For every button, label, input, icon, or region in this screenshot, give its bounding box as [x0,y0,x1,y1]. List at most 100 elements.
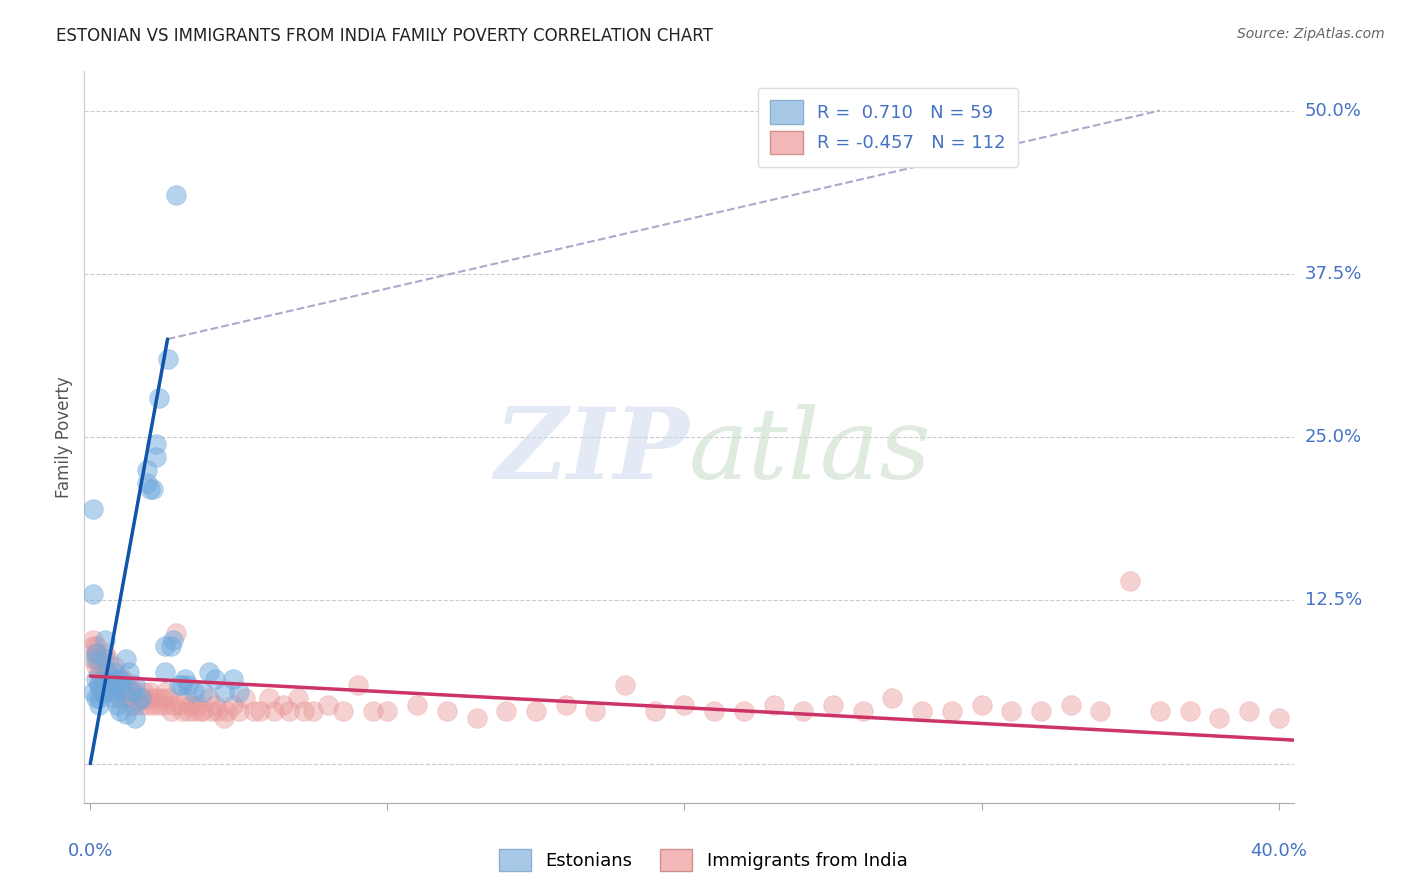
Point [332,705,354,719]
Point [180,698,202,712]
Point [105,678,128,692]
Point [198,665,221,680]
Point [91,672,114,686]
Point [82,502,104,516]
Point [82,685,104,699]
Point [166,626,188,640]
Point [316,698,339,712]
Point [89,652,111,666]
Point [82,587,104,601]
Point [212,711,235,725]
Point [644,705,666,719]
Point [172,705,194,719]
Point [183,705,205,719]
Point [118,678,141,692]
Point [1029,705,1052,719]
Point [82,639,104,653]
Point [249,705,271,719]
Point [169,698,191,712]
Point [222,672,245,686]
Point [94,646,117,660]
Point [142,698,165,712]
Point [153,685,176,699]
Point [138,483,160,497]
Text: 50.0%: 50.0% [1305,102,1361,120]
Point [84,646,107,660]
Point [346,678,368,692]
Point [124,685,146,699]
Point [108,678,131,692]
Point [108,691,131,706]
Point [135,463,157,477]
Point [177,678,200,692]
Point [215,705,238,719]
Text: 37.5%: 37.5% [1305,265,1362,283]
Point [82,652,104,666]
Point [108,672,131,686]
Point [84,691,107,706]
Point [436,705,458,719]
Point [89,678,111,692]
Point [145,450,167,464]
Point [108,705,131,719]
Point [302,705,325,719]
Point [174,672,197,686]
Point [127,694,149,708]
Point [377,705,399,719]
Point [1178,705,1201,719]
Point [198,691,221,706]
Point [103,685,125,699]
Point [222,698,245,712]
Point [94,652,117,666]
Point [159,639,181,653]
Point [703,705,725,719]
Point [121,691,143,706]
Text: 40.0%: 40.0% [1250,842,1308,860]
Text: atlas: atlas [689,404,932,500]
Point [97,672,120,686]
Point [162,632,184,647]
Point [201,705,224,719]
Point [228,705,250,719]
Point [89,698,111,712]
Point [100,672,122,686]
Point [177,705,200,719]
Point [124,698,146,712]
Point [121,685,143,699]
Point [97,685,120,699]
Point [204,698,226,712]
Point [129,691,152,706]
Point [287,691,309,706]
Point [1267,711,1289,725]
Point [233,691,256,706]
Point [148,698,170,712]
Point [941,705,963,719]
Text: 12.5%: 12.5% [1305,591,1362,609]
Point [292,705,315,719]
Point [263,705,285,719]
Legend: R =  0.710   N = 59, R = -0.457   N = 112: R = 0.710 N = 59, R = -0.457 N = 112 [758,87,1018,167]
Point [406,698,429,712]
Point [84,652,107,666]
Point [105,685,128,699]
Point [135,475,157,490]
Point [188,705,211,719]
Point [1119,574,1142,588]
Point [162,698,184,712]
Text: ESTONIAN VS IMMIGRANTS FROM INDIA FAMILY POVERTY CORRELATION CHART: ESTONIAN VS IMMIGRANTS FROM INDIA FAMILY… [56,27,713,45]
Point [94,678,117,692]
Point [94,678,117,692]
Point [153,665,176,680]
Point [186,698,208,712]
Point [111,685,134,699]
Point [115,691,138,706]
Point [156,351,179,366]
Point [733,705,755,719]
Text: 0.0%: 0.0% [67,842,112,860]
Point [153,698,176,712]
Point [84,672,107,686]
Point [115,678,138,692]
Point [135,698,157,712]
Point [821,698,844,712]
Point [970,698,993,712]
